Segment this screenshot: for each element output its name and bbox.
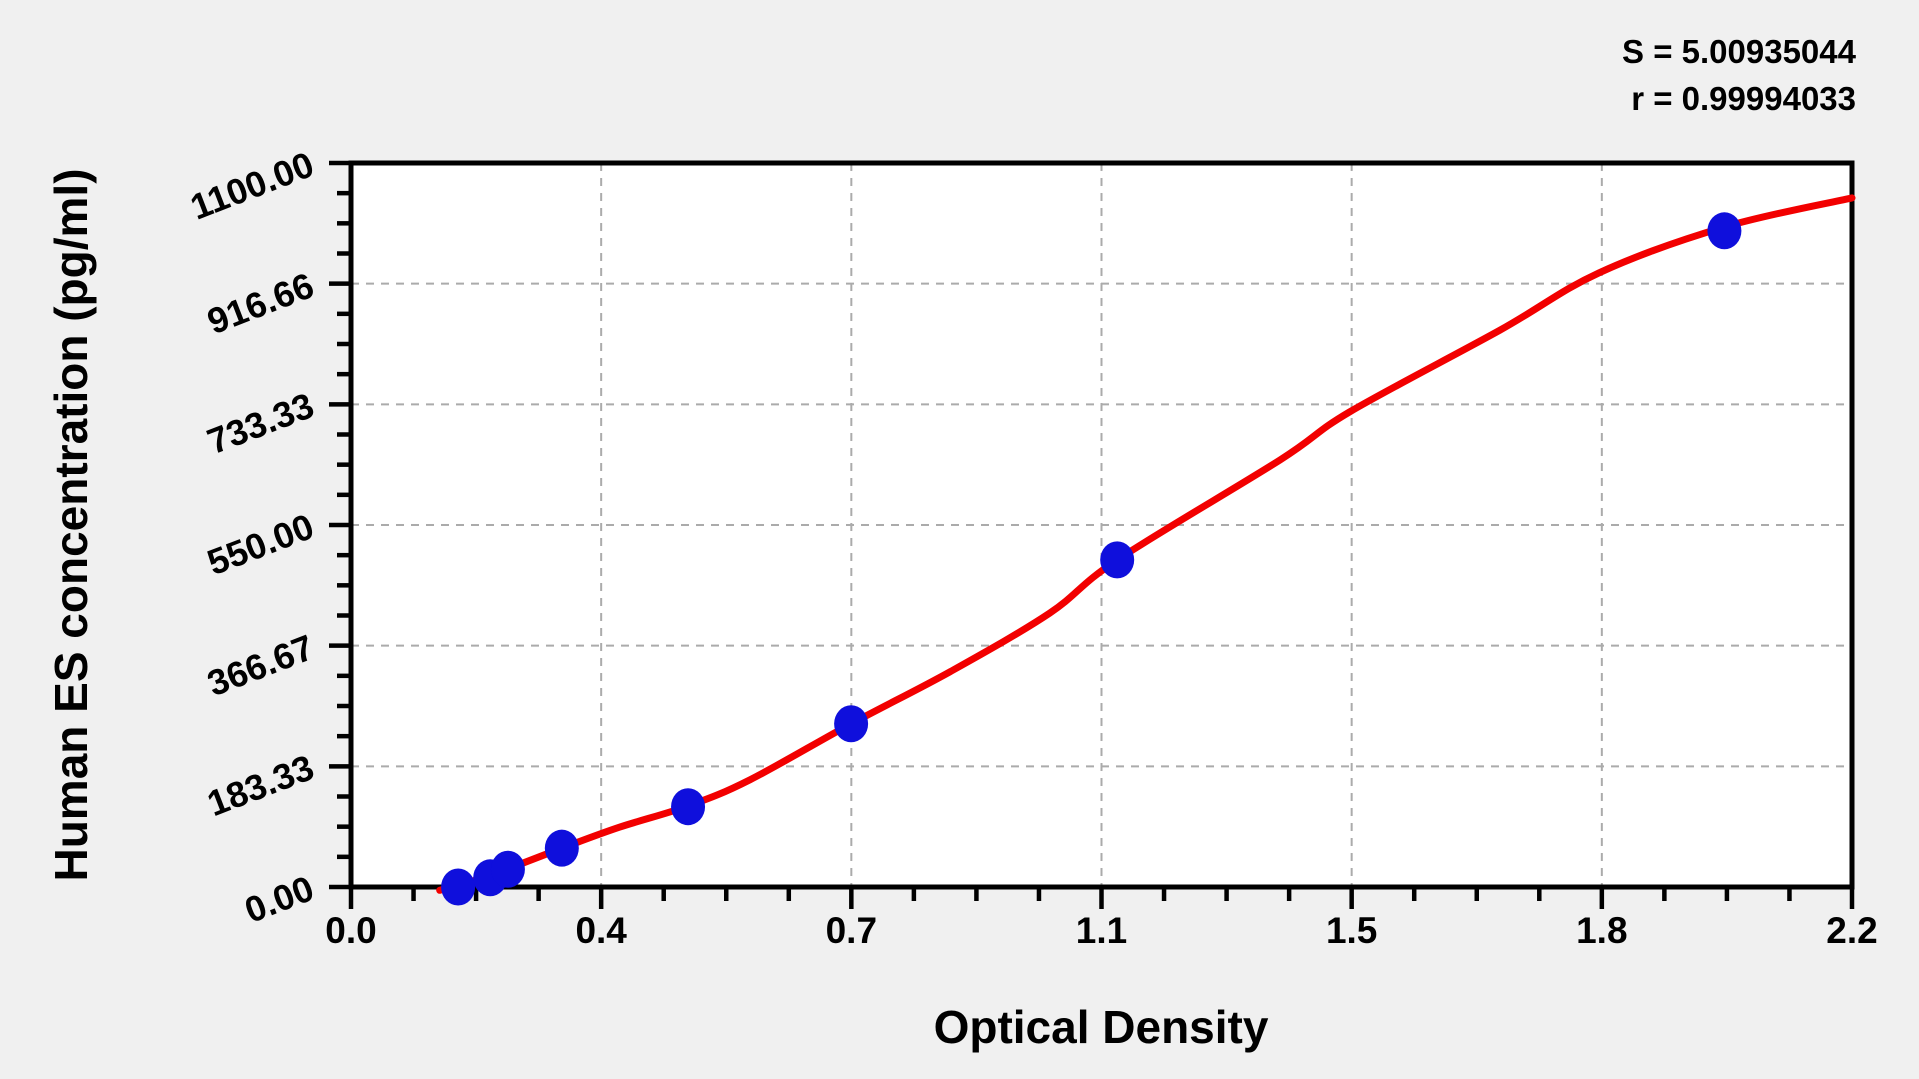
fit-statistics: S = 5.00935044 r = 0.99994033 [1622,28,1856,122]
x-tick-label: 1.8 [1576,910,1628,951]
x-tick-label: 1.1 [1075,910,1128,951]
x-axis-title: Optical Density [933,1001,1269,1053]
fit-s-value: S = 5.00935044 [1622,33,1856,70]
fit-r-value: r = 0.99994033 [1631,80,1856,117]
x-tick-label: 0.7 [825,910,878,951]
x-tick-label: 0.4 [575,910,627,951]
y-axis-title: Human ES concentration (pg/ml) [45,168,97,882]
x-tick-label: 2.2 [1826,910,1878,951]
data-point [1707,212,1742,250]
data-point [671,788,706,826]
data-point [834,705,869,743]
data-point [1100,541,1135,579]
x-tick-label: 0.0 [325,910,377,951]
data-point [441,868,476,906]
data-point [544,829,579,867]
x-tick-label: 1.5 [1325,910,1378,951]
fit-curve [436,194,1856,894]
axis-frame [348,160,1855,890]
data-point [490,850,525,888]
